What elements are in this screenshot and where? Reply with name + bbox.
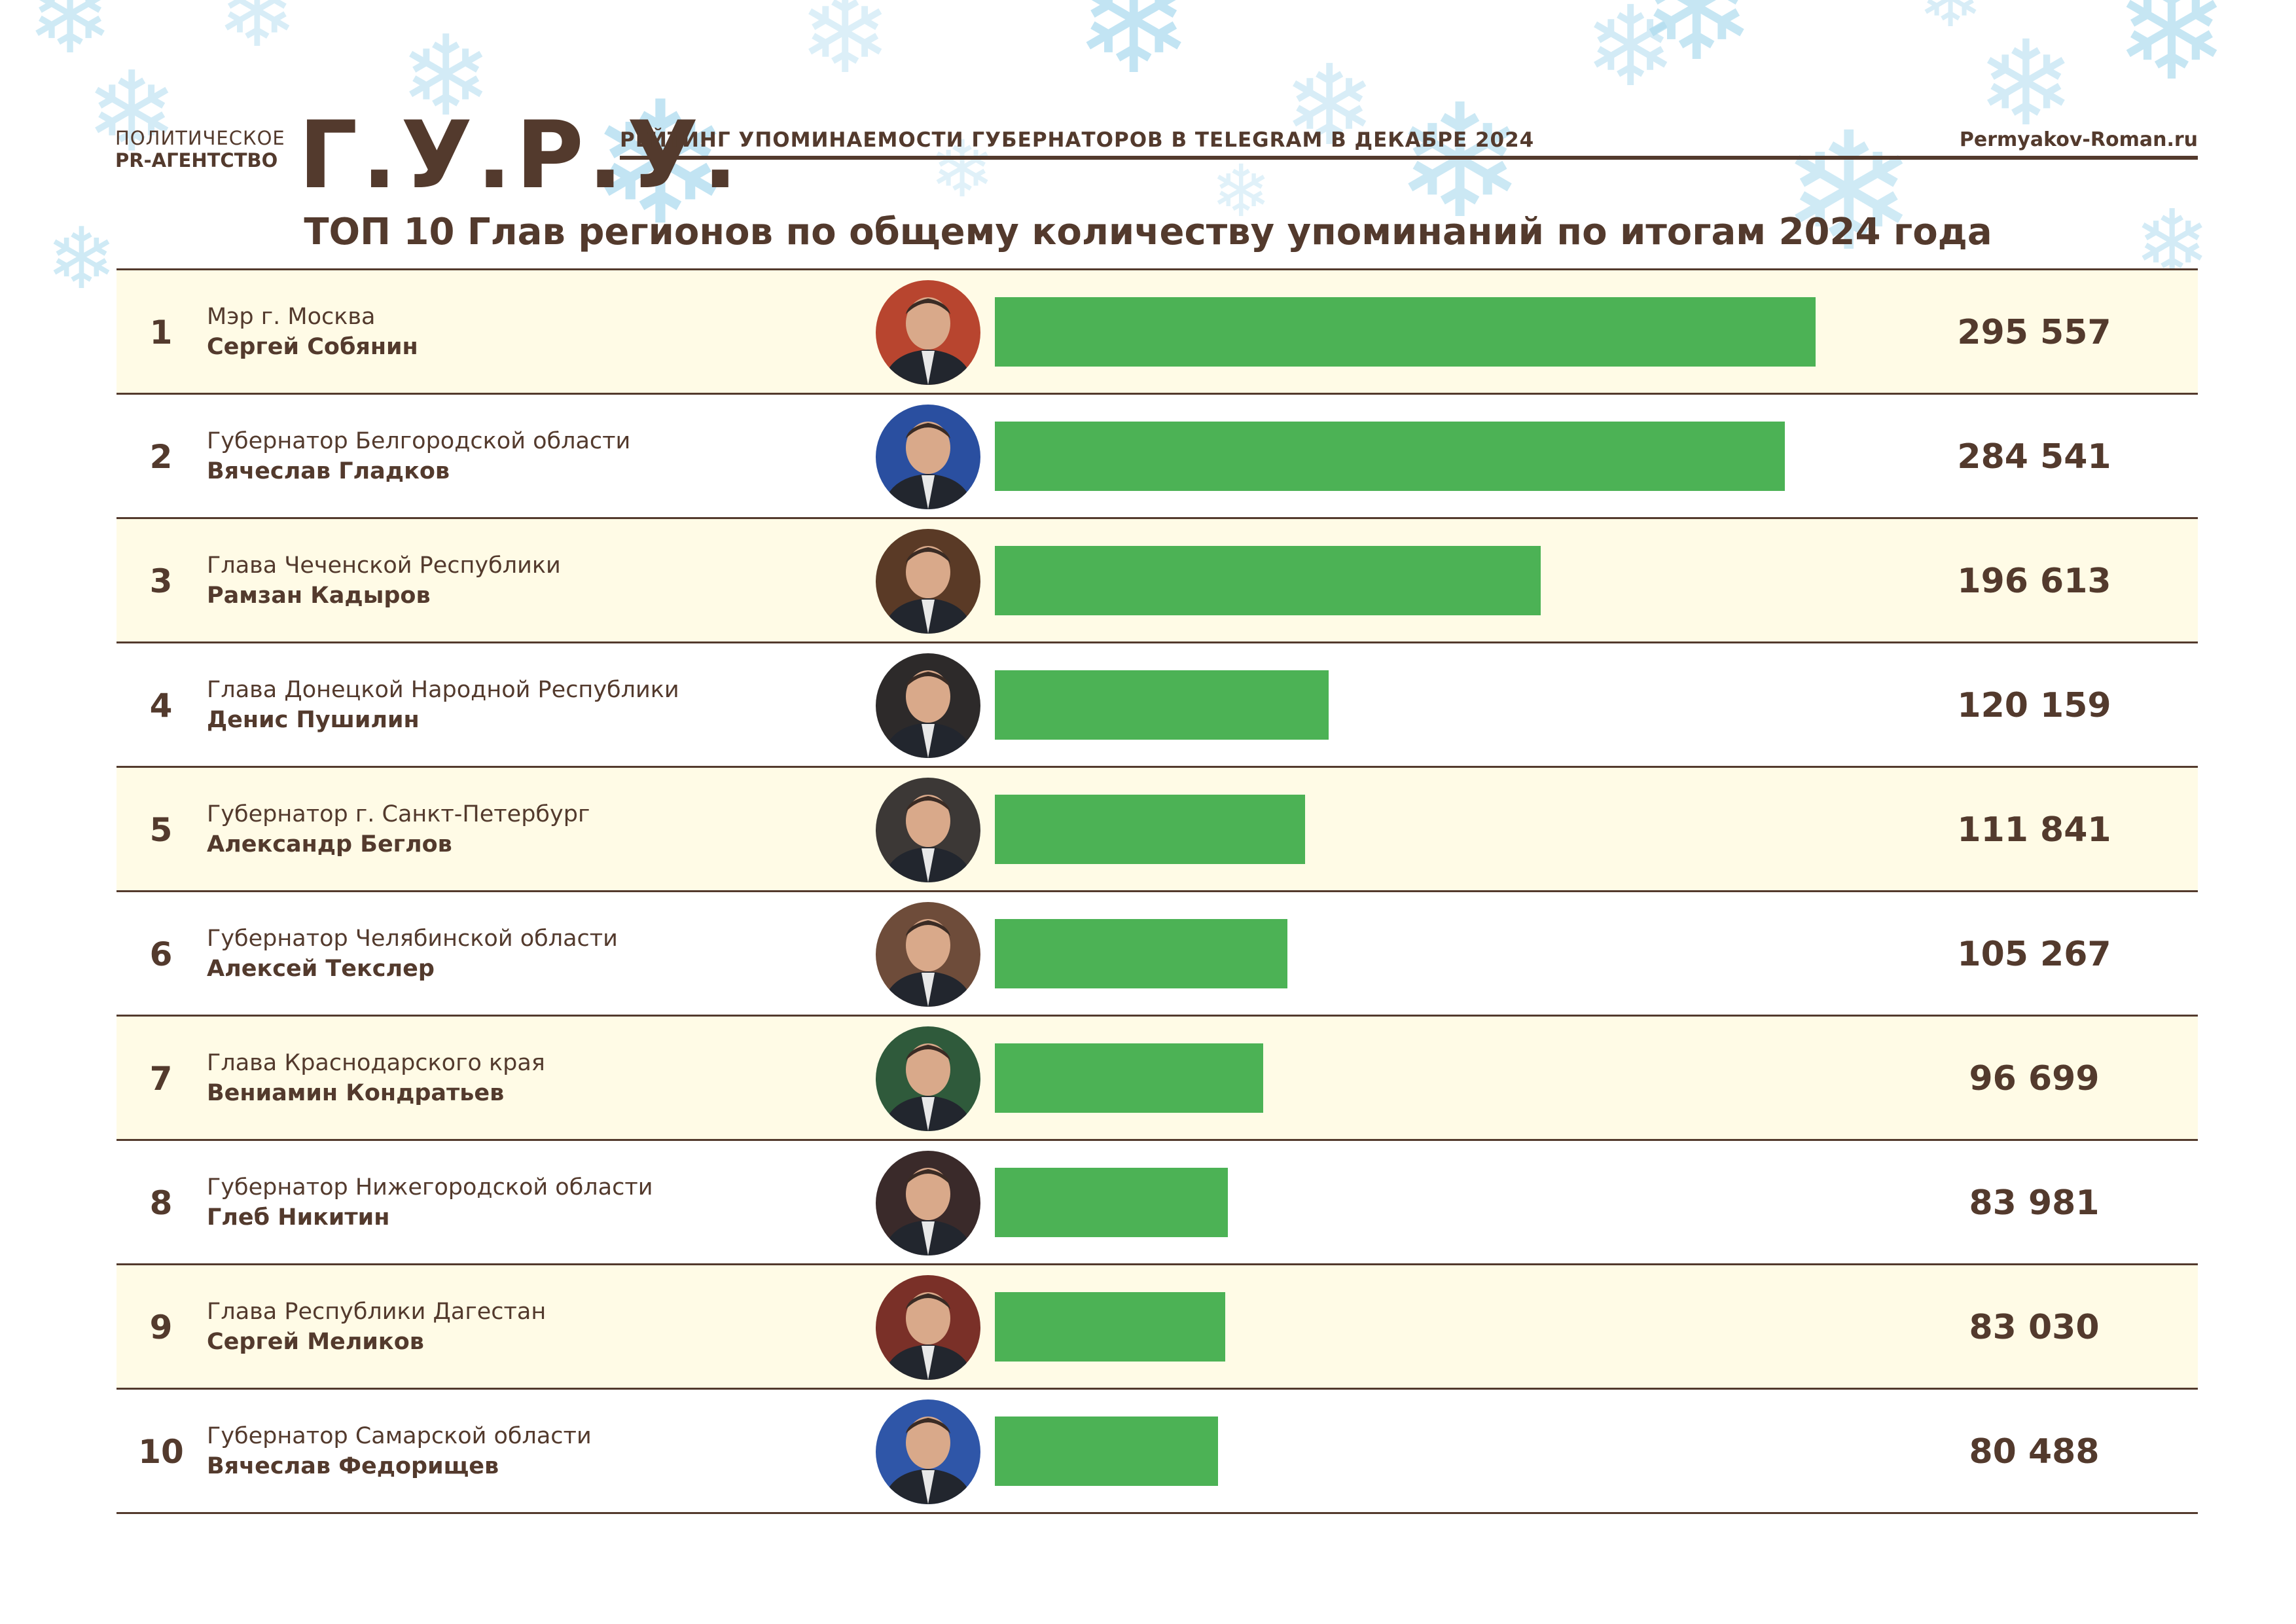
avatar: [876, 653, 980, 758]
official-name: Сергей Меликов: [207, 1329, 424, 1355]
avatar: [876, 1399, 980, 1504]
chart-row: 10 Губернатор Самарской области Вячеслав Ф…: [117, 1390, 2198, 1514]
official-position: Губернатор Челябинской области: [207, 926, 618, 952]
chart-row: 1 Мэр г. Москва Сергей Собянин 295 557: [117, 270, 2198, 395]
official-info: Глава Краснодарского края Вениамин Кондра…: [207, 1048, 545, 1108]
value-label: 295 557: [1957, 313, 2111, 352]
official-position: Губернатор Самарской области: [207, 1423, 592, 1449]
rank-label: 6: [149, 935, 173, 973]
official-name: Сергей Собянин: [207, 334, 418, 360]
value-label: 105 267: [1957, 935, 2111, 974]
official-name: Рамзан Кадыров: [207, 583, 431, 609]
rank-label: 5: [149, 811, 173, 849]
official-position: Губернатор г. Санкт-Петербург: [207, 801, 590, 827]
value-label: 111 841: [1957, 810, 2111, 850]
avatar: [876, 778, 980, 882]
value-bar: [995, 1043, 1263, 1113]
rank-label: 8: [149, 1184, 173, 1222]
header: ПОЛИТИЧЕСКОЕ PR-АГЕНТСТВО Г.У.Р.У. РЕЙТИ…: [0, 0, 2296, 202]
official-position: Глава Краснодарского края: [207, 1050, 545, 1076]
agency-line-1: ПОЛИТИЧЕСКОЕ: [115, 127, 285, 149]
agency-line-2: PR-АГЕНТСТВО: [115, 149, 278, 171]
chart-row: 6 Губернатор Челябинской области Алексей Т…: [117, 892, 2198, 1017]
avatar: [876, 280, 980, 385]
rank-label: 7: [149, 1060, 173, 1098]
official-info: Мэр г. Москва Сергей Собянин: [207, 302, 418, 362]
chart-row: 2 Губернатор Белгородской области Вячеслав…: [117, 395, 2198, 519]
agency-label: ПОЛИТИЧЕСКОЕ PR-АГЕНТСТВО: [115, 127, 285, 171]
rank-label: 3: [149, 562, 173, 600]
value-label: 284 541: [1957, 437, 2111, 477]
logo: Г.У.Р.У.: [298, 101, 742, 209]
rank-label: 4: [149, 687, 173, 725]
rank-label: 2: [149, 438, 173, 476]
chart-title: ТОП 10 Глав регионов по общему количеств…: [304, 211, 1992, 253]
official-info: Губернатор г. Санкт-Петербург Александр Б…: [207, 799, 590, 859]
avatar: [876, 1151, 980, 1255]
rank-label: 1: [149, 314, 173, 352]
official-info: Губернатор Нижегородской области Глеб Ник…: [207, 1172, 653, 1233]
official-position: Глава Чеченской Республики: [207, 552, 561, 579]
official-name: Вячеслав Федорищев: [207, 1453, 499, 1479]
value-bar: [995, 297, 1816, 367]
official-info: Губернатор Белгородской области Вячеслав …: [207, 426, 630, 486]
official-name: Вениамин Кондратьев: [207, 1080, 505, 1106]
avatar: [876, 1275, 980, 1380]
official-info: Глава Чеченской Республики Рамзан Кадыров: [207, 550, 561, 611]
value-bar: [995, 1416, 1218, 1486]
official-name: Александр Беглов: [207, 831, 452, 857]
value-bar: [995, 1168, 1228, 1237]
official-position: Глава Донецкой Народной Республики: [207, 677, 679, 703]
official-name: Алексей Текслер: [207, 956, 435, 982]
chart-row: 8 Губернатор Нижегородской области Глеб Ни…: [117, 1141, 2198, 1265]
value-bar: [995, 795, 1305, 864]
official-position: Губернатор Нижегородской области: [207, 1174, 653, 1200]
value-bar: [995, 1292, 1225, 1362]
value-label: 96 699: [1969, 1059, 2100, 1098]
value-label: 120 159: [1957, 686, 2111, 725]
avatar: [876, 902, 980, 1007]
official-position: Губернатор Белгородской области: [207, 428, 631, 454]
report-subtitle: РЕЙТИНГ УПОМИНАЕМОСТИ ГУБЕРНАТОРОВ В TEL…: [620, 128, 1535, 152]
value-label: 80 488: [1969, 1432, 2100, 1471]
official-name: Вячеслав Гладков: [207, 458, 450, 484]
header-divider: [620, 156, 2198, 160]
official-position: Глава Республики Дагестан: [207, 1299, 547, 1325]
rank-label: 9: [149, 1308, 173, 1346]
official-name: Денис Пушилин: [207, 707, 420, 733]
avatar: [876, 405, 980, 509]
avatar: [876, 1026, 980, 1131]
chart-row: 7 Глава Краснодарского края Вениамин Кондр…: [117, 1017, 2198, 1141]
chart-row: 3 Глава Чеченской Республики Рамзан Кадыро…: [117, 519, 2198, 643]
value-label: 83 981: [1969, 1183, 2100, 1223]
avatar: [876, 529, 980, 634]
official-info: Глава Донецкой Народной Республики Денис …: [207, 675, 679, 735]
site-link[interactable]: Permyakov-Roman.ru: [1959, 128, 2198, 151]
value-label: 196 613: [1957, 562, 2111, 601]
official-name: Глеб Никитин: [207, 1204, 390, 1231]
table-top-divider: [117, 268, 2198, 270]
chart-row: 5 Губернатор г. Санкт-Петербург Александр …: [117, 768, 2198, 892]
value-label: 83 030: [1969, 1308, 2100, 1347]
value-bar: [995, 546, 1541, 615]
chart-row: 9 Глава Республики Дагестан Сергей Меликов…: [117, 1265, 2198, 1390]
ranking-chart: 1 Мэр г. Москва Сергей Собянин 295 557 2 Губе…: [117, 270, 2198, 1514]
official-info: Губернатор Челябинской области Алексей Те…: [207, 924, 618, 984]
official-info: Глава Республики Дагестан Сергей Меликов: [207, 1297, 546, 1357]
official-info: Губернатор Самарской области Вячеслав Фед…: [207, 1421, 592, 1481]
rank-label: 10: [138, 1433, 184, 1471]
value-bar: [995, 919, 1287, 988]
official-position: Мэр г. Москва: [207, 304, 376, 330]
chart-row: 4 Глава Донецкой Народной Республики Денис…: [117, 643, 2198, 768]
value-bar: [995, 422, 1785, 491]
value-bar: [995, 670, 1329, 740]
